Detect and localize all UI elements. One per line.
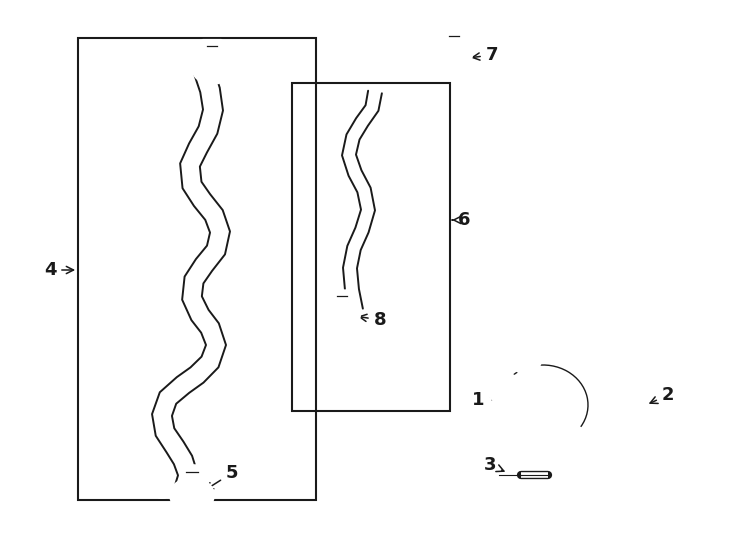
Ellipse shape [578,349,618,381]
Ellipse shape [592,360,604,370]
Ellipse shape [168,442,182,452]
FancyBboxPatch shape [333,290,351,302]
Ellipse shape [519,354,533,366]
Ellipse shape [633,396,647,414]
Ellipse shape [203,323,217,333]
Ellipse shape [170,478,214,512]
Text: 2: 2 [650,386,675,404]
Ellipse shape [195,195,209,205]
Ellipse shape [324,301,360,329]
Text: 4: 4 [44,261,73,279]
Bar [78,38,316,500]
Ellipse shape [511,346,541,374]
Ellipse shape [499,467,521,483]
Text: 7: 7 [473,46,498,64]
Ellipse shape [486,373,522,403]
Text: 1: 1 [472,391,498,409]
Text: 3: 3 [484,456,504,474]
Text: 5: 5 [206,464,239,490]
Ellipse shape [510,391,566,439]
Text: 8: 8 [360,311,386,329]
FancyBboxPatch shape [202,40,222,53]
Ellipse shape [152,482,172,498]
Ellipse shape [192,52,232,84]
FancyBboxPatch shape [445,30,463,42]
Ellipse shape [495,381,513,395]
FancyBboxPatch shape [181,465,203,479]
Bar [292,83,450,411]
Ellipse shape [627,388,653,422]
Ellipse shape [592,440,604,450]
Ellipse shape [436,41,472,69]
Ellipse shape [578,429,618,461]
Ellipse shape [471,345,615,465]
Text: 6: 6 [452,211,470,229]
